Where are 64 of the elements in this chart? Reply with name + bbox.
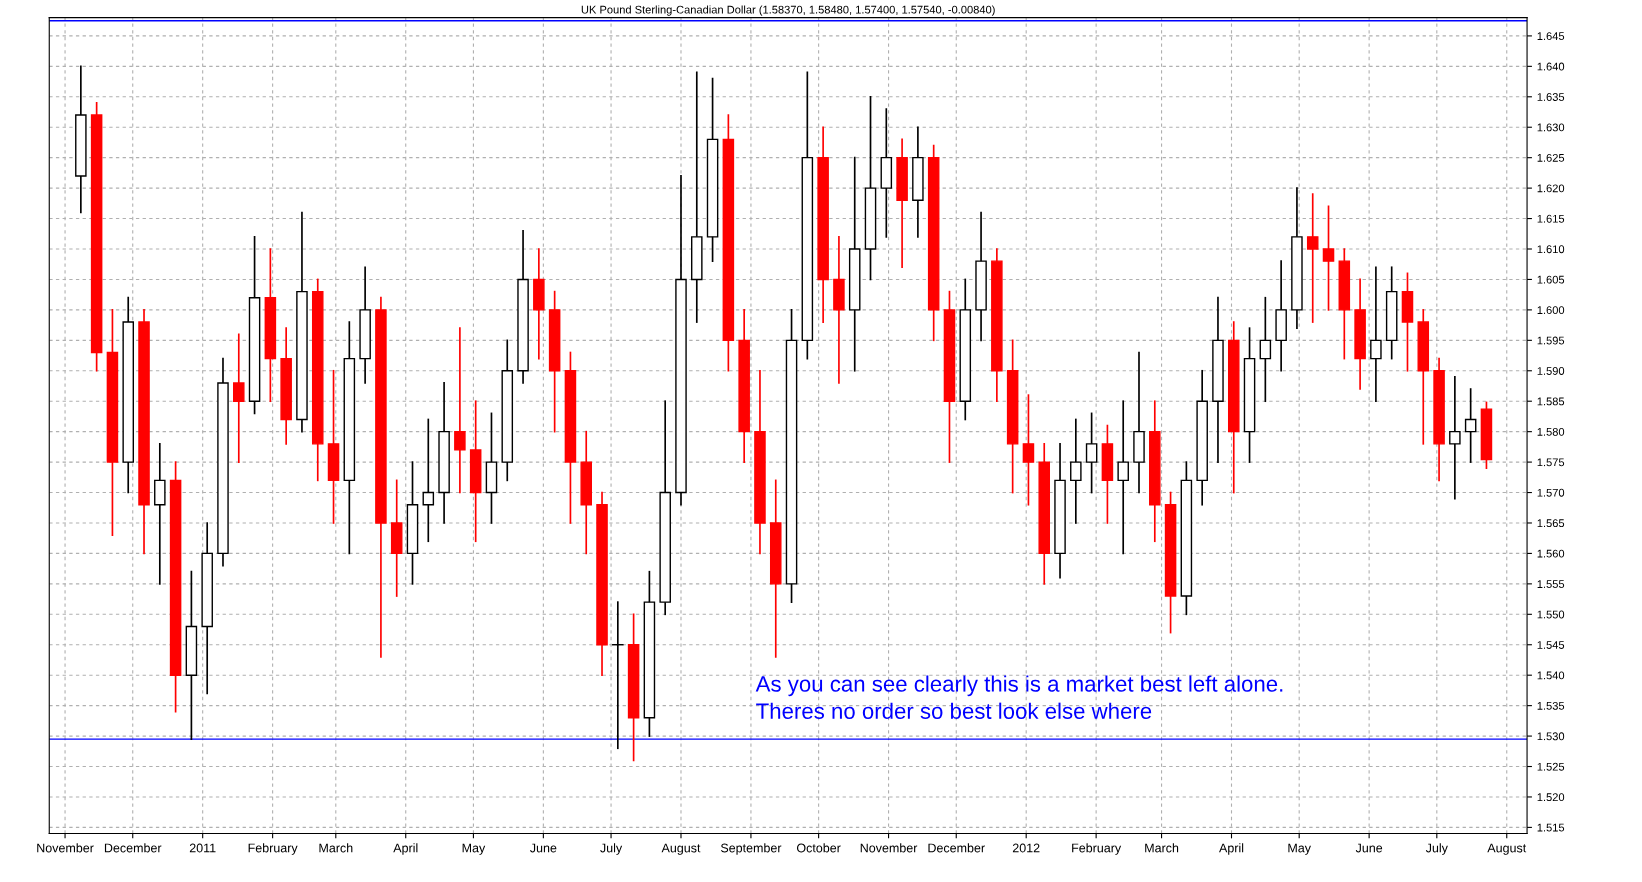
x-tick-label: April: [1219, 843, 1244, 855]
x-tick-label: February: [248, 843, 298, 855]
x-tick-label: December: [104, 843, 162, 853]
x-tick-label: April: [393, 843, 418, 855]
x-tick-label: March: [1145, 843, 1179, 853]
candlestick: [1449, 376, 1461, 500]
y-tick-label: 1.545: [1537, 641, 1565, 649]
candlestick: [1022, 394, 1035, 506]
y-tick-label: 1.645: [1537, 32, 1565, 41]
y-tick-label: 1.535: [1537, 701, 1565, 710]
candlestick: [1306, 193, 1319, 323]
candlestick: [1370, 266, 1382, 403]
y-tick-label: 1.640: [1537, 62, 1565, 71]
x-tick-label: May: [1288, 843, 1311, 855]
x-tick-label: 2011: [189, 843, 216, 853]
y-tick-label: 1.605: [1537, 275, 1565, 284]
y-tick-label: 1.525: [1537, 762, 1565, 771]
chart-title: UK Pound Sterling-Canadian Dollar (1.58370, 1.58480, 1.57400, 1.57540, -0.00840): [581, 5, 995, 16]
x-tick-label: November: [37, 843, 94, 853]
x-tick-label: July: [1425, 843, 1448, 855]
y-tick-label: 1.620: [1537, 184, 1565, 193]
x-tick-label: May: [462, 843, 486, 855]
candlestick: [1322, 205, 1335, 311]
candlestick: [422, 418, 435, 543]
y-tick-label: 1.515: [1537, 823, 1565, 832]
y-tick-label: 1.565: [1537, 519, 1565, 528]
candlestick: [233, 333, 245, 463]
y-tick-label: 1.530: [1537, 732, 1565, 741]
y-tick-label: 1.555: [1537, 580, 1565, 588]
annotation: As you can see clearly this is a market best left alone. Theres no order so best look else where: [755, 675, 1283, 719]
x-tick-label: March: [319, 843, 353, 853]
y-tick-label: 1.590: [1537, 367, 1565, 375]
y-tick-label: 1.570: [1537, 488, 1565, 497]
x-tick-label: December: [928, 843, 985, 853]
x-tick-label: September: [720, 843, 782, 855]
y-tick-label: 1.550: [1537, 610, 1565, 619]
x-tick-label: August: [1487, 843, 1527, 855]
candlestick: [1070, 418, 1082, 524]
y-tick-label: 1.630: [1537, 123, 1565, 132]
y-tick-label: 1.615: [1537, 214, 1565, 223]
y-tick-label: 1.575: [1537, 458, 1565, 467]
y-tick-label: 1.540: [1537, 671, 1565, 680]
x-tick-label: 2012: [1012, 843, 1040, 853]
x-tick-label: February: [1072, 843, 1122, 855]
candlestick: [1085, 412, 1098, 494]
x-tick-label: October: [796, 843, 841, 853]
candlestick: [1464, 388, 1477, 463]
candlestick: [454, 327, 466, 494]
y-tick-label: 1.635: [1537, 93, 1565, 101]
candlestick: [1117, 400, 1129, 555]
x-tick-label: June: [530, 843, 557, 853]
y-tick-label: 1.585: [1537, 397, 1565, 406]
y-tick-label: 1.600: [1537, 306, 1565, 315]
x-tick-label: November: [860, 843, 918, 853]
x-tick-label: July: [600, 843, 623, 855]
y-tick-label: 1.520: [1537, 793, 1565, 802]
candlestick: [1259, 296, 1272, 403]
x-tick-label: August: [661, 843, 701, 855]
y-tick-label: 1.560: [1537, 549, 1565, 558]
y-tick-label: 1.595: [1537, 336, 1565, 345]
y-tick-label: 1.580: [1537, 427, 1565, 436]
x-tick-label: June: [1355, 843, 1383, 853]
y-tick-label: 1.610: [1537, 245, 1565, 254]
y-tick-label: 1.625: [1537, 153, 1565, 162]
